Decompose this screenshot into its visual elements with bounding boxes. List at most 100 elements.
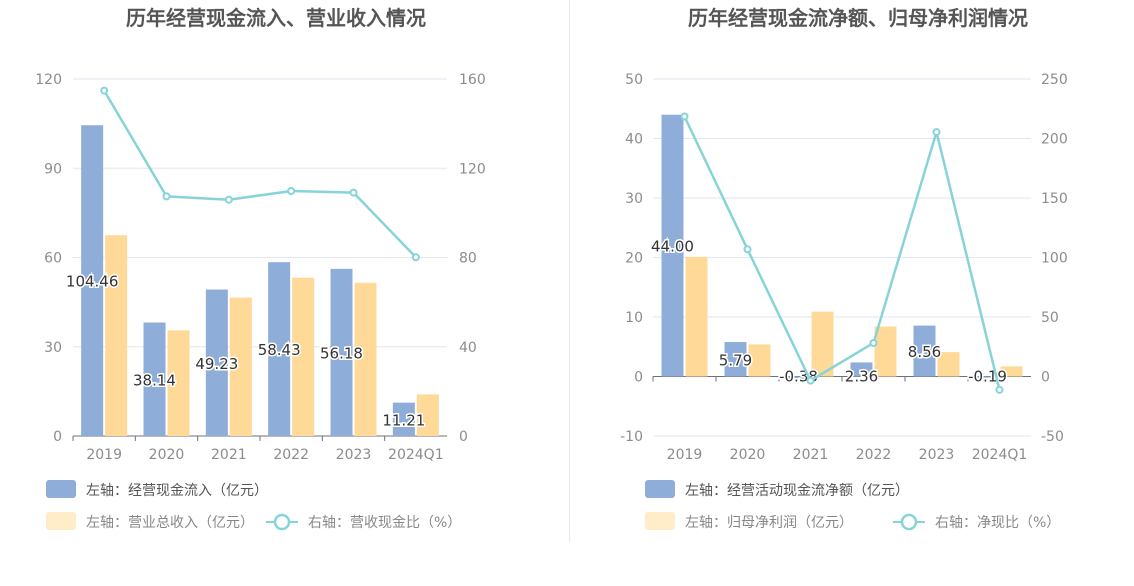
ratio-line <box>683 115 1001 391</box>
right-axis-tick-label: -50 <box>1041 429 1064 445</box>
bar-total-revenue <box>416 394 439 436</box>
legend-swatch-bar <box>46 480 76 498</box>
bar-cash-inflow <box>268 262 291 436</box>
bar-total-revenue <box>105 235 128 436</box>
bar-data-label: 44.00 <box>651 238 694 256</box>
bar-operating-cash-net <box>913 325 936 377</box>
left-axis-tick-label: -10 <box>620 429 643 445</box>
right-axis-tick-label: 250 <box>1041 72 1068 88</box>
left-axis-tick-label: 120 <box>35 72 62 88</box>
left-axis-tick-label: 60 <box>44 251 62 267</box>
bar-data-label: 8.56 <box>908 343 941 361</box>
right-axis-tick-label: 200 <box>1041 132 1068 148</box>
bar-total-revenue <box>167 330 190 436</box>
bar-data-label: 11.21 <box>382 411 425 429</box>
bar-data-label: 5.79 <box>719 351 752 369</box>
x-axis-tick-label: 2022 <box>856 447 892 463</box>
x-axis-tick-label: 2019 <box>86 447 122 463</box>
legend-swatch-bar <box>645 512 675 530</box>
left-axis-tick-label: 30 <box>44 340 62 356</box>
left-axis-tick-label: 90 <box>44 161 62 177</box>
ratio-point <box>932 128 941 137</box>
legend-swatch-bar <box>46 512 76 530</box>
left-axis-tick-label: 0 <box>53 429 62 445</box>
bar-total-revenue <box>292 277 315 436</box>
right-axis-tick-label: 120 <box>459 161 486 177</box>
ratio-point <box>411 253 420 262</box>
ratio-point <box>162 192 171 201</box>
bar-data-label: 38.14 <box>133 371 176 389</box>
ratio-point <box>349 188 358 197</box>
bar-net-profit <box>748 344 771 377</box>
right-axis-tick-label: 0 <box>459 429 468 445</box>
chart-title: 历年经营现金流入、营业收入情况 <box>126 6 426 30</box>
right-axis-tick-label: 0 <box>1041 370 1050 386</box>
x-axis-tick-label: 2024Q1 <box>388 447 444 463</box>
legend-label: 右轴：营收现金比（%） <box>308 515 461 531</box>
bar-cash-inflow <box>392 402 415 436</box>
bar-total-revenue <box>354 282 377 436</box>
ratio-point <box>869 338 878 347</box>
bar-cash-inflow <box>143 322 166 436</box>
bar-cash-inflow <box>81 125 104 436</box>
legend-swatch-marker <box>900 513 918 531</box>
bar-cash-inflow <box>205 289 228 436</box>
right-axis-tick-label: 40 <box>459 340 477 356</box>
left-axis-tick-label: 40 <box>625 132 643 148</box>
ratio-point <box>287 187 296 196</box>
right-axis-tick-label: 150 <box>1041 191 1068 207</box>
bar-net-profit <box>937 352 960 377</box>
legend-label: 左轴：营业总收入（亿元） <box>86 515 254 531</box>
bar-operating-cash-net <box>850 362 873 377</box>
x-axis-tick-label: 2021 <box>793 447 829 463</box>
bar-net-profit <box>1000 366 1023 377</box>
legend-label: 左轴：经营活动现金流净额（亿元） <box>685 483 909 499</box>
ratio-line <box>103 89 417 259</box>
bar-net-profit <box>874 326 897 377</box>
left-axis-tick-label: 0 <box>634 370 643 386</box>
bar-operating-cash-net <box>787 376 810 379</box>
right-axis-tick-label: 50 <box>1041 310 1059 326</box>
x-axis-tick-label: 2024Q1 <box>972 447 1028 463</box>
bar-data-label: 2.36 <box>845 368 878 386</box>
chart-title: 历年经营现金流净额、归母净利润情况 <box>688 6 1028 30</box>
bar-total-revenue <box>229 297 252 436</box>
bar-operating-cash-net <box>724 342 747 377</box>
legend-swatch-bar <box>645 480 675 498</box>
right-axis-tick-label: 80 <box>459 251 477 267</box>
x-axis-tick-label: 2020 <box>730 447 766 463</box>
x-axis-tick-label: 2020 <box>149 447 185 463</box>
bar-data-label: 104.46 <box>66 273 119 291</box>
right-axis-tick-label: 100 <box>1041 251 1068 267</box>
bar-operating-cash-net <box>661 114 684 377</box>
legend-swatch-marker <box>273 513 291 531</box>
ratio-point <box>806 376 815 385</box>
legend-label: 左轴：经营现金流入（亿元） <box>86 483 268 499</box>
legend-label: 右轴：净现比（%） <box>935 515 1060 531</box>
ratio-point <box>743 245 752 254</box>
legend-label: 左轴：归母净利润（亿元） <box>685 514 853 531</box>
left-axis-tick-label: 50 <box>625 72 643 88</box>
bar-net-profit <box>811 311 834 377</box>
ratio-point <box>680 112 689 121</box>
x-axis-tick-label: 2019 <box>667 447 703 463</box>
panel-divider <box>569 0 570 542</box>
left-axis-tick-label: 20 <box>625 251 643 267</box>
ratio-point <box>224 195 233 204</box>
x-axis-tick-label: 2023 <box>336 447 372 463</box>
right-axis-tick-label: 160 <box>459 72 486 88</box>
ratio-point <box>100 86 109 95</box>
ratio-point <box>995 385 1004 394</box>
bar-operating-cash-net <box>976 376 999 378</box>
bar-data-label: -0.19 <box>968 368 1007 386</box>
left-axis-tick-label: 10 <box>625 310 643 326</box>
x-axis-tick-label: 2021 <box>211 447 247 463</box>
bar-net-profit <box>685 256 708 377</box>
bar-data-label: 49.23 <box>195 355 238 373</box>
bar-data-label: 56.18 <box>320 344 363 362</box>
x-axis-tick-label: 2022 <box>273 447 309 463</box>
left-axis-tick-label: 30 <box>625 191 643 207</box>
bar-data-label: 58.43 <box>258 341 301 359</box>
